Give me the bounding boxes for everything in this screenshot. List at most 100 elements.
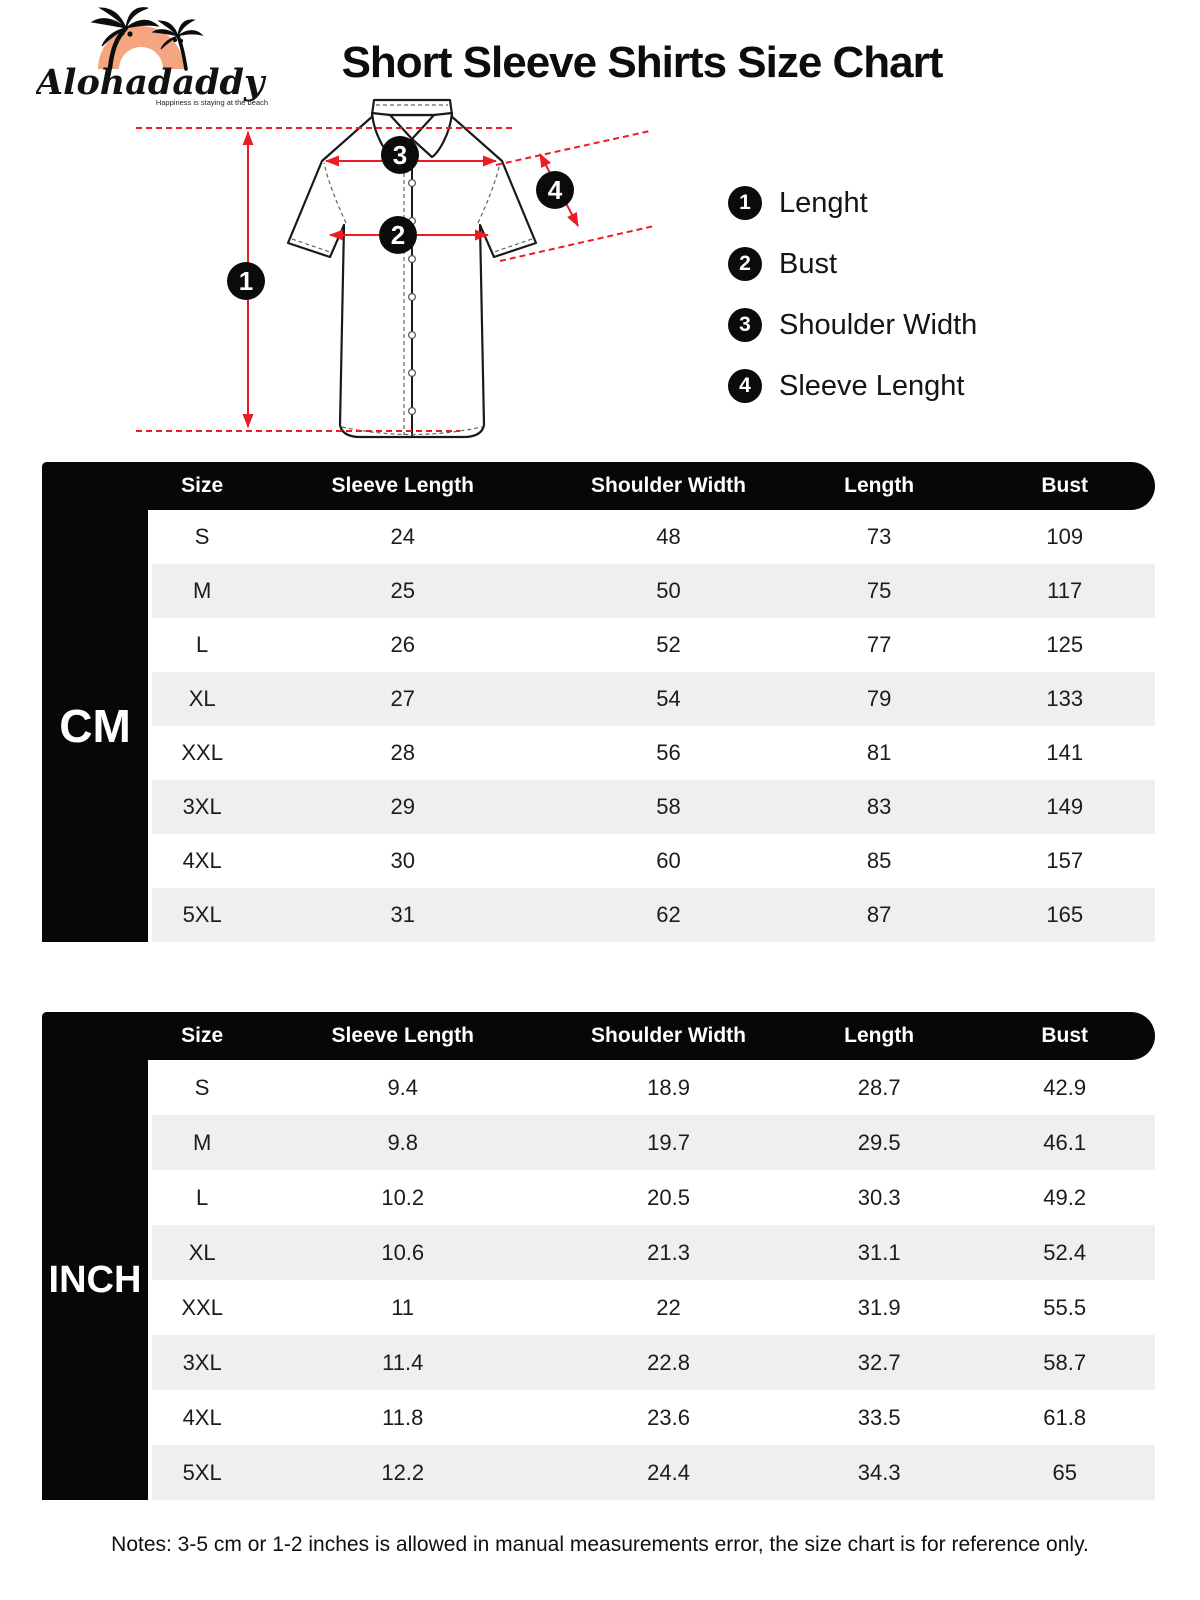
size-table-inch: Size Sleeve Length Shoulder Width Length…: [42, 1012, 1155, 1500]
inch-table-header: Size Sleeve Length Shoulder Width Length…: [42, 1012, 1155, 1060]
legend-item-bust: 2 Bust: [728, 244, 977, 284]
table-cell: 31: [390, 902, 415, 927]
table-cell: 33.5: [857, 1404, 901, 1430]
table-cell: 5XL: [182, 1459, 222, 1485]
measurement-legend: 1 Lenght 2 Bust 3 Shoulder Width 4 Sleev…: [728, 183, 977, 406]
table-row: 5XL 31 62 87 165: [152, 888, 1155, 942]
legend-label: Shoulder Width: [779, 308, 978, 341]
unit-label-inch: INCH: [42, 1060, 148, 1500]
brand-logo: Alohadaddy Happiness is staying at the b…: [36, 7, 268, 107]
table-cell: 48: [656, 524, 681, 549]
palm-tree-icon: [90, 7, 160, 71]
column-header-length: Length: [844, 474, 915, 497]
legend-label: Lenght: [779, 186, 868, 219]
table-row: M 9.8 19.7 29.5 46.1: [152, 1115, 1155, 1170]
column-header-size: Size: [181, 1024, 224, 1047]
table-cell: 29.5: [857, 1129, 901, 1155]
table-cell: 62: [656, 902, 681, 927]
table-cell: 52: [656, 632, 681, 657]
table-cell: 31.9: [857, 1294, 901, 1320]
table-row: 3XL 11.4 22.8 32.7 58.7: [152, 1335, 1155, 1390]
table-cell: M: [192, 1129, 212, 1155]
table-cell: 73: [866, 524, 892, 549]
table-row: 4XL 30 60 85 157: [152, 834, 1155, 888]
column-header-bust: Bust: [1041, 474, 1089, 497]
table-cell: 3XL: [182, 794, 222, 819]
legend-item-sleeve-length: 4 Sleeve Lenght: [728, 366, 977, 406]
table-cell: L: [196, 632, 209, 657]
legend-label: Bust: [779, 247, 838, 280]
table-row: 4XL 11.8 23.6 33.5 61.8: [152, 1390, 1155, 1445]
table-cell: 77: [866, 632, 892, 657]
table-cell: 50: [656, 578, 681, 603]
table-cell: 42.9: [1043, 1074, 1087, 1100]
table-row: L 26 52 77 125: [152, 618, 1155, 672]
column-header-size: Size: [181, 474, 224, 497]
table-cell: XXL: [181, 740, 223, 765]
column-header-sleeve-length: Sleeve Length: [331, 1024, 474, 1047]
table-cell: 133: [1046, 686, 1084, 711]
table-row: XL 10.6 21.3 31.1 52.4: [152, 1225, 1155, 1280]
table-cell: 79: [866, 686, 892, 711]
column-header-shoulder-width: Shoulder Width: [591, 474, 747, 497]
table-cell: 149: [1046, 794, 1084, 819]
table-cell: 11: [391, 1294, 415, 1320]
table-cell: 81: [866, 740, 892, 765]
table-cell: 52.4: [1043, 1239, 1087, 1265]
table-cell: 30.3: [857, 1184, 901, 1210]
sleeve-bottom-guide: [499, 225, 655, 262]
table-cell: 28: [390, 740, 415, 765]
table-cell: 24: [390, 524, 415, 549]
diagram-number-badges: 1 2 3 4: [227, 136, 574, 300]
table-cell: 83: [866, 794, 892, 819]
table-cell: 9.8: [387, 1129, 419, 1155]
column-header-shoulder-width: Shoulder Width: [591, 1024, 747, 1047]
table-row: XXL 28 56 81 141: [152, 726, 1155, 780]
column-header-length: Length: [844, 1024, 915, 1047]
badge-4: 4: [548, 175, 563, 205]
table-cell: 55.5: [1043, 1294, 1087, 1320]
shirt-measurement-diagram: 1 2 3 4: [136, 98, 655, 439]
brand-name: Alohadaddy: [36, 62, 267, 103]
table-cell: 18.9: [647, 1074, 690, 1100]
table-cell: 12.2: [381, 1459, 425, 1485]
table-cell: 9.4: [387, 1074, 419, 1100]
table-cell: 49.2: [1043, 1184, 1087, 1210]
unit-label-cm: CM: [42, 510, 148, 942]
table-cell: S: [194, 524, 210, 549]
legend-item-length: 1 Lenght: [728, 183, 977, 223]
legend-number-badge: 2: [728, 247, 762, 281]
table-row: L 10.2 20.5 30.3 49.2: [152, 1170, 1155, 1225]
table-cell: 58: [656, 794, 681, 819]
table-cell: M: [192, 578, 212, 603]
legend-number-badge: 4: [728, 369, 762, 403]
column-header-sleeve-length: Sleeve Length: [331, 474, 474, 497]
table-row: XXL 11 22 31.9 55.5: [152, 1280, 1155, 1335]
table-row: S 9.4 18.9 28.7 42.9: [152, 1060, 1155, 1115]
table-cell: 56: [656, 740, 681, 765]
table-cell: 28.7: [857, 1074, 901, 1100]
table-cell: XL: [188, 1239, 216, 1265]
shirt-seam-lines: [291, 104, 533, 436]
cm-table-header: Size Sleeve Length Shoulder Width Length…: [42, 462, 1155, 510]
badge-1: 1: [239, 266, 253, 296]
table-cell: S: [194, 1074, 210, 1100]
column-header-bust: Bust: [1041, 1024, 1089, 1047]
table-cell: 125: [1046, 632, 1084, 657]
table-cell: 25: [390, 578, 415, 603]
table-cell: 29: [390, 794, 415, 819]
legend-label: Sleeve Lenght: [779, 369, 965, 402]
table-cell: 65: [1052, 1459, 1077, 1485]
table-cell: 4XL: [182, 1404, 222, 1430]
table-cell: 58.7: [1043, 1349, 1087, 1375]
legend-item-shoulder-width: 3 Shoulder Width: [728, 305, 977, 345]
cm-table-rows: S 24 48 73 109 M 25 50 75 117 L 26 52 77 125 XL 27 54 79 13…: [152, 510, 1155, 942]
table-cell: 10.6: [381, 1239, 425, 1265]
shirt-drawing: [286, 98, 538, 439]
table-cell: 3XL: [182, 1349, 222, 1375]
table-row: S 24 48 73 109: [152, 510, 1155, 564]
sleeve-top-guide: [495, 130, 651, 166]
table-row: M 25 50 75 117: [152, 564, 1155, 618]
table-cell: 117: [1047, 578, 1083, 603]
